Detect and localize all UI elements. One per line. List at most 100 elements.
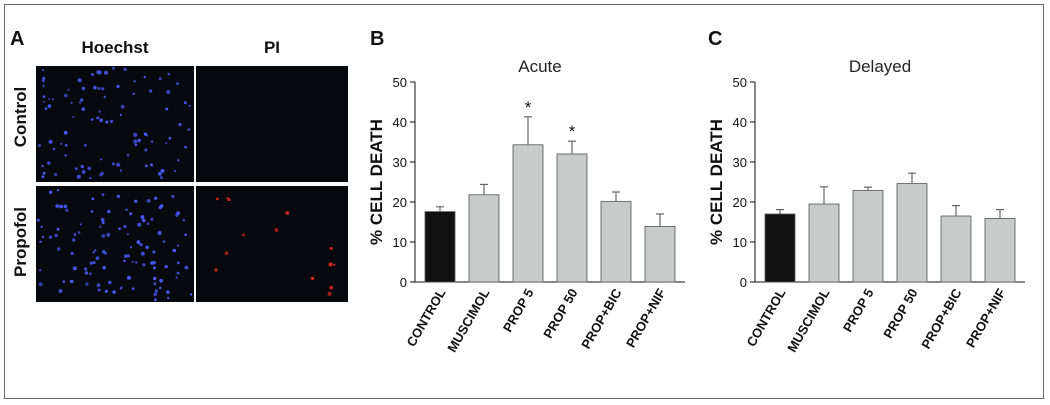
- cell-dot: [216, 197, 219, 201]
- acute-ytick-label: 0: [400, 275, 407, 290]
- cell-dot: [285, 211, 290, 215]
- cell-dot: [73, 233, 77, 236]
- cell-dot: [63, 130, 68, 135]
- acute-bar-5: [644, 225, 676, 283]
- cell-dot: [274, 228, 279, 232]
- acute-ytick-label: 20: [393, 195, 407, 210]
- acute-significance-3: *: [569, 122, 576, 141]
- cell-dot: [42, 76, 46, 80]
- cell-dot: [72, 238, 76, 242]
- cell-dot: [112, 290, 116, 294]
- cell-dot: [54, 172, 58, 177]
- cell-dot: [84, 271, 89, 275]
- cell-dot: [99, 118, 104, 123]
- cell-dot: [47, 104, 52, 108]
- cell-dot: [60, 142, 63, 145]
- cell-dot: [153, 292, 157, 297]
- cell-dot: [41, 235, 45, 238]
- cell-dot: [48, 97, 51, 100]
- delayed-xtick-label-2: PROP 5: [840, 286, 877, 335]
- cell-dot: [72, 266, 77, 271]
- cell-dot: [99, 173, 103, 177]
- cell-dot: [38, 282, 43, 287]
- chart-delayed: Delayed % CELL DEATH 0 10 20 30 40 50 CONTROLMUS…: [707, 57, 1025, 355]
- cell-dot: [90, 73, 94, 77]
- cell-dot: [140, 251, 145, 256]
- cell-dot: [67, 88, 70, 91]
- delayed-ytick-label: 10: [733, 235, 747, 250]
- cell-dot: [99, 225, 102, 228]
- acute-xtick-label-2: PROP 5: [500, 286, 537, 335]
- cell-dot: [90, 118, 94, 121]
- cell-dot: [101, 193, 105, 197]
- cell-dot: [173, 169, 176, 173]
- cell-dot: [123, 254, 128, 258]
- cell-dot: [227, 197, 231, 202]
- cell-dot: [92, 251, 95, 254]
- acute-xtick-label-1: MUSCIMOL: [444, 286, 492, 355]
- cell-dot: [126, 153, 130, 157]
- delayed-bar-4: [940, 215, 972, 283]
- cell-dot: [118, 227, 121, 230]
- column-header-hoechst: Hoechst: [81, 38, 149, 57]
- cell-dot: [93, 85, 97, 90]
- cell-dot: [85, 282, 89, 286]
- cell-dot: [56, 227, 60, 231]
- cell-dot: [137, 138, 141, 143]
- cell-dot: [135, 261, 138, 264]
- delayed-ytick-label: 0: [740, 275, 747, 290]
- delayed-bar-2: [852, 189, 884, 283]
- cell-dot: [129, 246, 133, 249]
- cell-dot: [166, 89, 171, 95]
- cell-dot: [81, 170, 86, 174]
- cell-dot: [136, 240, 141, 245]
- cell-dot: [55, 204, 59, 208]
- cell-dot: [37, 218, 40, 222]
- cell-dot: [126, 254, 130, 258]
- cell-dot: [105, 120, 109, 124]
- cell-dot: [47, 161, 51, 165]
- cell-dot: [48, 139, 53, 144]
- cell-dot: [100, 218, 105, 222]
- delayed-xtick-label-5: PROP+NIF: [963, 286, 1009, 350]
- cell-dot: [158, 205, 163, 210]
- cell-dot: [77, 78, 82, 83]
- cell-dot: [106, 232, 111, 237]
- cell-dot: [171, 194, 175, 199]
- micrograph-control-hoechst: [36, 66, 194, 182]
- cell-dot: [81, 86, 86, 91]
- cell-dot: [123, 259, 126, 263]
- cell-dot: [146, 222, 150, 225]
- cell-dot: [157, 230, 162, 236]
- cell-dot: [70, 101, 73, 104]
- cell-dot: [141, 218, 146, 223]
- cell-dot: [143, 76, 146, 79]
- cell-dot: [184, 233, 187, 237]
- cell-dot: [164, 265, 168, 269]
- cell-dot: [158, 171, 162, 176]
- delayed-xtick-label-4: PROP+BIC: [918, 285, 965, 351]
- cell-dot: [79, 223, 82, 226]
- cell-dot: [101, 250, 106, 254]
- cell-dot: [76, 174, 81, 179]
- cell-dot: [167, 72, 171, 76]
- cell-dot: [97, 87, 101, 90]
- cell-dot: [165, 107, 169, 111]
- cell-dot: [189, 293, 193, 296]
- delayed-ytick-label: 20: [733, 195, 747, 210]
- cell-dot: [137, 222, 142, 227]
- cell-dot: [39, 240, 42, 243]
- cell-dot: [59, 204, 63, 209]
- delayed-bar-1: [808, 203, 840, 283]
- micrograph-control-pi: [196, 66, 348, 182]
- cell-dot: [176, 82, 179, 85]
- cell-dot: [109, 119, 114, 123]
- cell-dot: [97, 288, 101, 292]
- cell-dot: [176, 271, 180, 275]
- cell-dot: [166, 290, 170, 295]
- cell-dot: [159, 278, 163, 283]
- cell-dot: [70, 251, 74, 256]
- acute-bar-4: [600, 201, 632, 283]
- cell-dot: [127, 275, 131, 280]
- cell-dot: [329, 285, 334, 290]
